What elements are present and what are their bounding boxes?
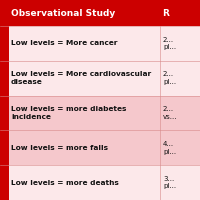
Text: Low levels = more deaths: Low levels = more deaths xyxy=(11,180,119,186)
Text: Observational Study: Observational Study xyxy=(11,8,115,18)
Text: Low levels = more falls: Low levels = more falls xyxy=(11,145,108,151)
Bar xyxy=(0,165,200,200)
Text: 2...
pl...: 2... pl... xyxy=(163,71,176,85)
Bar xyxy=(0,61,9,96)
Text: 4...
pl...: 4... pl... xyxy=(163,141,176,155)
Bar xyxy=(0,61,200,96)
Bar xyxy=(0,26,200,61)
Bar xyxy=(0,26,9,61)
Bar xyxy=(0,130,9,165)
Bar xyxy=(0,96,9,130)
Bar xyxy=(0,130,200,165)
Text: 3...
pl...: 3... pl... xyxy=(163,176,176,189)
Text: Low levels = More cardiovascular
disease: Low levels = More cardiovascular disease xyxy=(11,71,151,85)
Bar xyxy=(0,165,9,200)
Text: R: R xyxy=(162,8,169,18)
Text: Low levels = more diabetes
incidence: Low levels = more diabetes incidence xyxy=(11,106,126,120)
Bar xyxy=(0,0,200,26)
Bar xyxy=(0,96,200,130)
Text: 2...
vs...: 2... vs... xyxy=(163,106,178,120)
Text: 2...
pl...: 2... pl... xyxy=(163,37,176,50)
Text: Low levels = More cancer: Low levels = More cancer xyxy=(11,40,118,46)
